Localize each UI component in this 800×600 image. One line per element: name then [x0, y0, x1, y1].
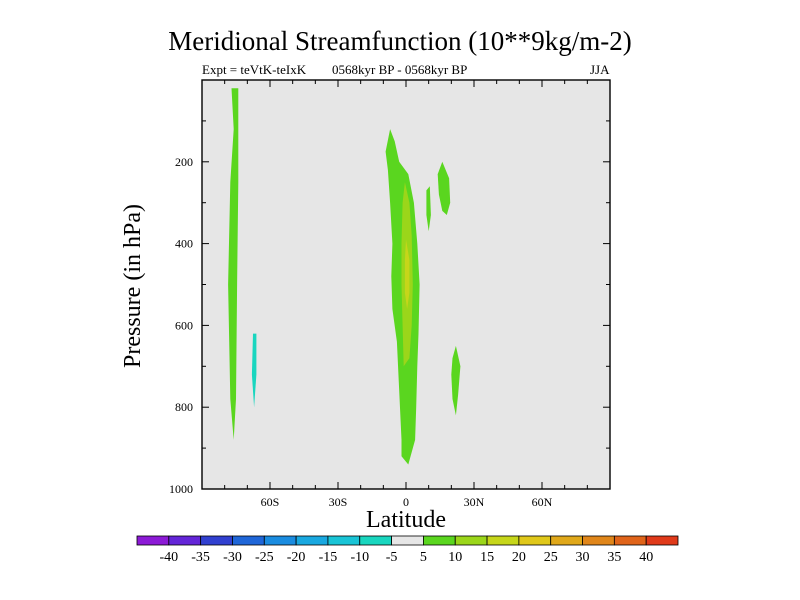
- colorbar-swatch: [295, 535, 329, 546]
- y-tick-label: 200: [175, 155, 193, 169]
- colorbar-label: -10: [350, 550, 369, 565]
- period-label: 0568kyr BP - 0568kyr BP: [332, 62, 468, 77]
- colorbar-label: 5: [420, 550, 427, 565]
- colorbar-swatch: [136, 535, 170, 546]
- colorbar-label: 15: [480, 550, 494, 565]
- region-eq-inner-core: [404, 239, 410, 309]
- colorbar-label: -35: [191, 550, 210, 565]
- season-label: JJA: [590, 62, 610, 77]
- x-axis: 60S 30S 0 30N 60N: [224, 80, 588, 509]
- region-60S-positive-column: [228, 88, 239, 440]
- colorbar-swatch: [359, 535, 392, 546]
- colorbar-swatch: [423, 535, 456, 546]
- colorbar-swatch: [327, 535, 361, 546]
- colorbar-swatch: [263, 535, 297, 546]
- colorbar-swatch: [550, 535, 583, 546]
- colorbar-swatch: [168, 535, 202, 546]
- region-nh-positive-sliver: [426, 186, 431, 232]
- colorbar-swatch: [645, 535, 679, 546]
- x-tick-label: 60S: [261, 495, 280, 509]
- colorbar-swatch: [391, 535, 424, 546]
- colorbar-label: -25: [255, 550, 274, 565]
- colorbar-label: 30: [576, 550, 590, 565]
- colorbar-label: 25: [544, 550, 558, 565]
- colorbar-label: -20: [287, 550, 306, 565]
- region-nh-negative-streak: [477, 120, 489, 293]
- region-60S-core: [251, 333, 257, 408]
- colorbar: -40 -35 -30 -25 -20 -15 -10 -5 5 10 15 20 25 30 35 40: [136, 535, 679, 565]
- colorbar-label: -40: [159, 550, 178, 565]
- colorbar-swatch: [486, 535, 520, 546]
- region-upper-stub: [385, 80, 389, 93]
- region-nh-positive-patch: [437, 161, 451, 215]
- x-tick-label: 30N: [464, 495, 485, 509]
- colorbar-swatch: [200, 535, 233, 546]
- colorbar-swatch: [232, 535, 265, 546]
- colorbar-label: 35: [607, 550, 621, 565]
- y-tick-label: 800: [175, 400, 193, 414]
- x-tick-label: 0: [403, 495, 409, 509]
- y-axis: 200 400 600 800 1000: [169, 120, 610, 496]
- y-tick-label: 600: [175, 318, 193, 332]
- colorbar-label: -5: [386, 550, 398, 565]
- region-eq-negative-column: [369, 137, 388, 465]
- y-tick-label: 400: [175, 237, 193, 251]
- colorbar-swatch: [582, 535, 615, 546]
- colorbar-label: 20: [512, 550, 526, 565]
- y-tick-label: 1000: [169, 482, 193, 496]
- colorbar-label: 40: [639, 550, 653, 565]
- region-nh-lower-positive: [451, 345, 461, 416]
- experiment-label: Expt = teVtK-teIxK: [202, 62, 307, 77]
- y-axis-label: Pressure (in hPa): [120, 204, 146, 368]
- colorbar-swatch: [518, 535, 552, 546]
- region-60S-negative-column: [245, 80, 266, 469]
- x-tick-label: 30S: [329, 495, 348, 509]
- x-tick-label: 60N: [532, 495, 553, 509]
- colorbar-label: 10: [448, 550, 462, 565]
- colorbar-swatch: [454, 535, 488, 546]
- colorbar-label: -30: [223, 550, 242, 565]
- chart-title: Meridional Streamfunction (10**9kg/m-2): [168, 26, 632, 56]
- x-axis-label: Latitude: [366, 507, 446, 533]
- contour-regions: [228, 80, 489, 469]
- colorbar-label: -15: [319, 550, 338, 565]
- colorbar-swatch: [613, 535, 647, 546]
